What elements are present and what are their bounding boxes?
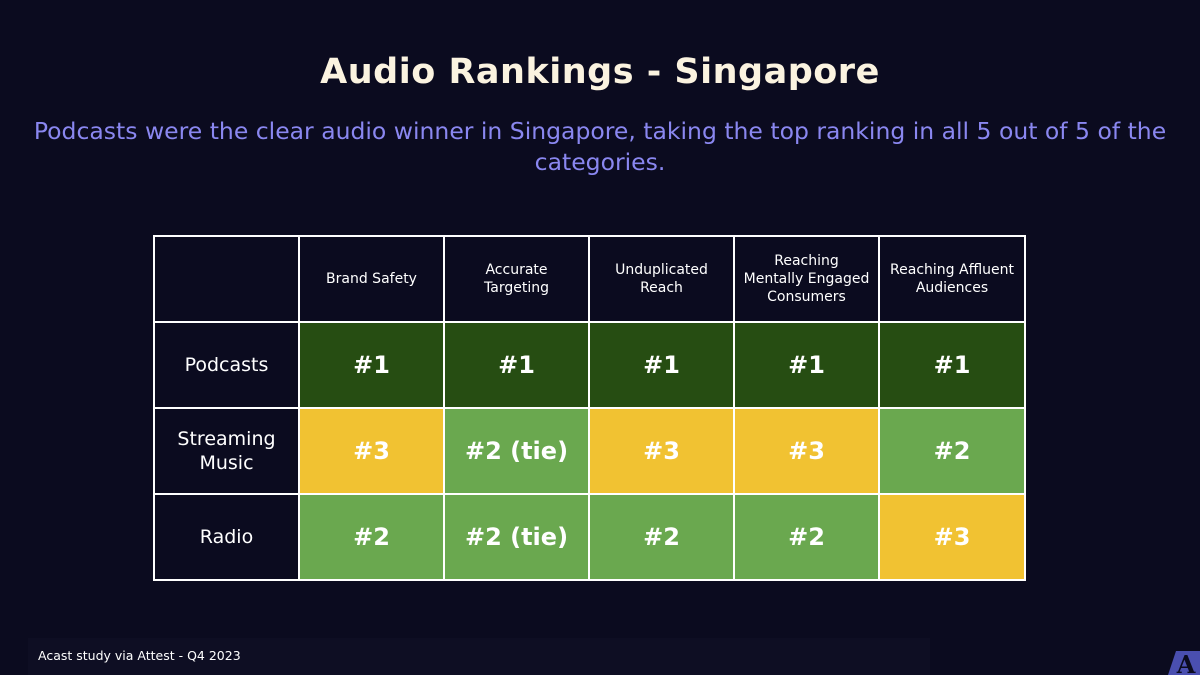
header-row: Brand Safety Accurate Targeting Unduplic… <box>153 235 1026 323</box>
rank-cell: #1 <box>588 321 735 409</box>
column-header-accurate-targeting: Accurate Targeting <box>443 235 590 323</box>
rank-cell: #1 <box>733 321 880 409</box>
column-header-mentally-engaged: Reaching Mentally Engaged Consumers <box>733 235 880 323</box>
column-header-brand-safety: Brand Safety <box>298 235 445 323</box>
rank-cell: #2 <box>298 493 445 581</box>
source-note: Acast study via Attest - Q4 2023 <box>38 648 241 663</box>
page-subtitle: Podcasts were the clear audio winner in … <box>33 117 1167 176</box>
rank-cell: #3 <box>298 407 445 495</box>
rank-cell: #2 (tie) <box>443 407 590 495</box>
corner-cell <box>153 235 300 323</box>
column-header-affluent-audiences: Reaching Affluent Audiences <box>878 235 1026 323</box>
acast-logo-icon: A <box>1168 650 1200 675</box>
rankings-table: Brand Safety Accurate Targeting Unduplic… <box>153 235 1026 581</box>
rank-cell: #3 <box>588 407 735 495</box>
row-label: Streaming Music <box>153 407 300 495</box>
table-row-radio: Radio #2 #2 (tie) #2 #2 #3 <box>153 493 1026 581</box>
table-row-podcasts: Podcasts #1 #1 #1 #1 #1 <box>153 321 1026 409</box>
rank-cell: #1 <box>298 321 445 409</box>
rank-cell: #3 <box>733 407 880 495</box>
logo-letter: A <box>1176 650 1196 675</box>
row-label: Podcasts <box>153 321 300 409</box>
rank-cell: #1 <box>443 321 590 409</box>
table-row-streaming-music: Streaming Music #3 #2 (tie) #3 #3 #2 <box>153 407 1026 495</box>
rank-cell: #2 (tie) <box>443 493 590 581</box>
rank-cell: #2 <box>588 493 735 581</box>
rank-cell: #3 <box>878 493 1026 581</box>
row-label: Radio <box>153 493 300 581</box>
column-header-unduplicated-reach: Unduplicated Reach <box>588 235 735 323</box>
rank-cell: #1 <box>878 321 1026 409</box>
footer-bar <box>28 638 930 675</box>
page-title: Audio Rankings - Singapore <box>320 52 880 92</box>
rank-cell: #2 <box>878 407 1026 495</box>
rank-cell: #2 <box>733 493 880 581</box>
